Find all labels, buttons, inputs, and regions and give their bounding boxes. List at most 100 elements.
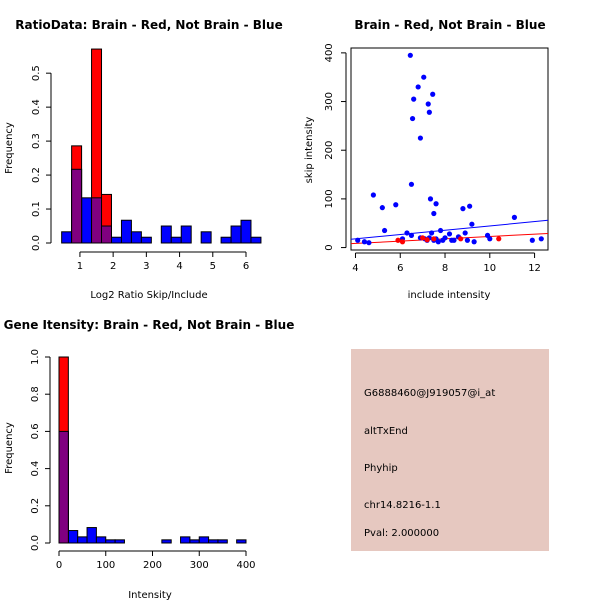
ratio-not-brain-bar [170,236,182,244]
intensity-not-brain-bar [105,539,116,544]
scatter-point-not-brain [393,202,399,208]
gene-intensity-ylabel: Frequency [4,422,15,474]
ratio-x-tick-label: 4 [176,261,182,272]
ratio-not-brain-bar [110,236,122,244]
intensity-x-tick-label: 100 [96,560,115,571]
scatter-point-brain [420,235,426,241]
scatter-point-not-brain [408,232,415,238]
scatter-point-not-brain [361,239,368,245]
ratio-y-tick-label: 0.4 [31,99,42,115]
ratio-not-brain-bar [61,231,73,244]
ratio-histogram-bars [61,48,262,244]
intensity-not-brain-bar [161,539,172,544]
scatter-point-not-brain [379,205,385,211]
scatter-point-not-brain [417,135,423,141]
scatter-y-tick-label: 300 [324,92,335,111]
scatter-point-brain [399,239,406,245]
scatter-title: Brain - Red, Not Brain - Blue [354,18,545,32]
intensity-y-tick-label: 0.0 [30,535,41,551]
gene-intensity-xlabel: Intensity [128,590,172,600]
intensity-not-brain-bar [217,539,228,544]
intensity-not-brain-bar [95,536,107,544]
intensity-x-tick-label: 300 [190,560,209,571]
intensity-x-tick-label: 200 [143,560,162,571]
scatter-point-brain [395,237,401,243]
scatter-point-not-brain [464,237,471,243]
scatter-point-not-brain [404,230,410,236]
ratio-not-brain-bar [230,225,242,244]
scatter-fit-lines [350,219,549,245]
scatter-point-not-brain [408,181,415,187]
scatter-point-not-brain [415,84,421,90]
scatter-point-not-brain [442,235,448,241]
ratio-x-tick-label: 1 [77,261,83,272]
ratio-histogram-xlabel: Log2 Ratio Skip/Include [90,290,207,301]
scatter-y-tick-label: 400 [324,43,335,62]
scatter-point-not-brain [428,230,435,236]
ratio-not-brain-bar [250,236,262,244]
p-value: Pval: 2.000000 [364,528,439,539]
ratio-x-tick-label: 5 [210,261,216,272]
scatter-point-not-brain [433,201,439,207]
scatter-point-not-brain [469,221,475,227]
scatter-point-brain [458,236,464,242]
scatter-y-axis: 0 100 200 300 400 [324,43,347,251]
ratio-not-brain-bar [240,219,252,244]
ratio-overlap-bar [101,225,112,244]
gene-intensity-bars [58,356,247,544]
event-type: altTxEnd [364,426,408,437]
intensity-x-tick-label: 400 [236,560,255,571]
scatter-point-not-brain [426,109,432,115]
scatter-point-not-brain [435,239,441,245]
ratio-not-brain-bar [81,197,93,244]
scatter-x-axis: 4 6 8 10 12 [352,252,541,274]
gene-intensity-y-axis: 0.0 0.2 0.4 0.6 0.8 1.0 [30,349,51,551]
scatter-ylabel: skip intensity [304,117,315,184]
scatter-point-brain [431,236,437,242]
scatter-x-tick-label: 10 [483,263,496,274]
scatter-point-not-brain [411,96,417,102]
intensity-y-tick-label: 0.6 [30,423,41,439]
gene-intensity-title: Gene Itensity: Brain - Red, Not Brain - … [4,318,295,332]
ratio-overlap-bar [91,197,103,244]
ratio-x-tick-label: 2 [110,261,116,272]
scatter-point-not-brain [355,237,361,243]
scatter-point-not-brain [370,192,376,198]
ratio-not-brain-bar [160,225,172,244]
probe-id: G6888460@J919057@i_at [364,388,495,399]
scatter-point-not-brain [437,227,444,234]
scatter-point-not-brain [460,206,466,212]
info-panel: G6888460@J919057@i_at altTxEnd Phyhip ch… [351,349,549,551]
ratio-not-brain-bar [200,231,212,244]
gene-intensity-x-axis: 0 100 200 300 400 [56,550,256,571]
scatter-point-not-brain [425,101,431,107]
ratio-overlap-bar [71,168,83,244]
info-panel-background [351,349,549,551]
ratio-y-tick-label: 0.1 [31,201,42,217]
ratio-histogram-ylabel: Frequency [4,122,15,174]
scatter-y-tick-label: 0 [324,244,335,250]
ratio-y-tick-label: 0.5 [31,65,42,81]
ratio-not-brain-bar [220,236,232,244]
scatter-point-not-brain [487,236,493,242]
scatter-y-tick-label: 100 [324,189,335,208]
intensity-x-tick-label: 0 [56,560,62,571]
scatter-x-tick-label: 4 [352,263,358,274]
scatter-xlabel: include intensity [408,290,491,301]
scatter-point-not-brain [467,203,473,209]
ratio-y-tick-label: 0.3 [31,133,42,149]
intensity-not-brain-bar [77,536,88,544]
scatter-point-not-brain [446,231,453,237]
intensity-not-brain-bar [236,539,247,544]
ratio-not-brain-bar [180,225,192,244]
scatter-point-not-brain [430,91,436,97]
scatter-point-not-brain [449,237,455,243]
ratio-histogram-title: RatioData: Brain - Red, Not Brain - Blue [15,18,282,32]
scatter-x-tick-label: 12 [528,263,541,274]
ratio-not-brain-bar [120,219,132,244]
gene-intensity-histogram-panel: Gene Itensity: Brain - Red, Not Brain - … [4,318,295,600]
scatter-point-not-brain [421,74,427,80]
scatter-point-not-brain [407,52,413,58]
scatter-point-not-brain [538,236,544,242]
gene-name: Phyhip [364,463,398,474]
